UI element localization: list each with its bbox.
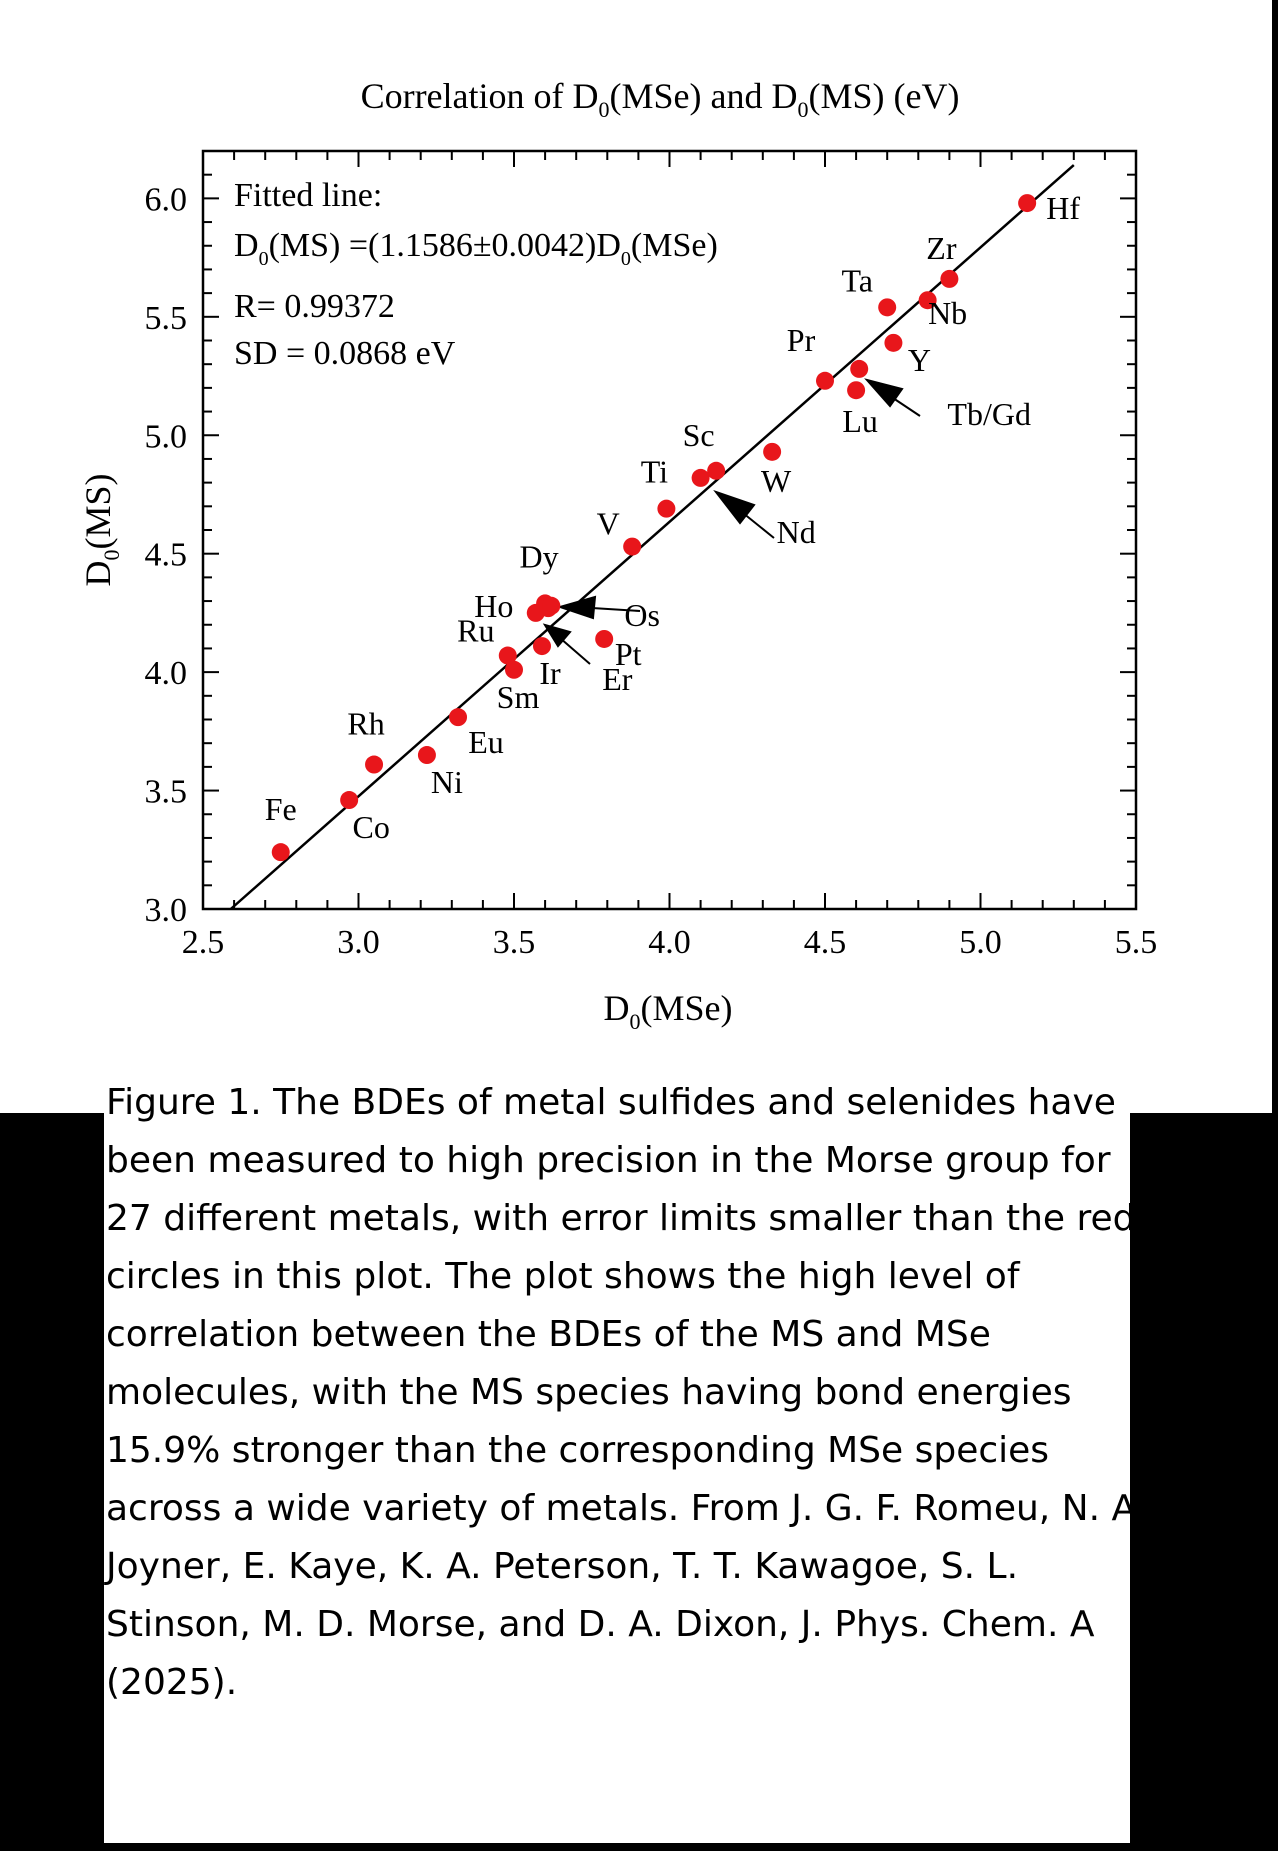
x-tick-label: 3.0 (337, 924, 380, 961)
point-label-os: Os (624, 597, 660, 633)
data-point-sm (505, 660, 523, 679)
data-point-ti (657, 499, 676, 518)
data-point-ni (417, 746, 436, 765)
data-point-hf (1018, 194, 1037, 213)
fitted-line (229, 164, 1075, 910)
y-tick-label: 4.0 (145, 655, 188, 692)
point-label-lu: Lu (842, 403, 878, 439)
chart-title: Correlation of D0(MSe) and D0(MS) (eV) (361, 76, 960, 122)
data-point-lu (847, 381, 866, 400)
data-point-v (623, 537, 642, 556)
data-points (271, 194, 1037, 862)
y-tick-label: 5.5 (145, 300, 188, 337)
data-point-ru (498, 646, 517, 665)
fit-heading: Fitted line: (234, 177, 382, 214)
fit-equation: D0(MS) =(1.1586±0.0042)D0(MSe) (234, 227, 718, 270)
y-tick-label: 3.0 (145, 892, 188, 929)
data-point-nd (707, 461, 726, 480)
fit-sd-value: SD = 0.0868 eV (234, 335, 456, 372)
point-label-w: W (761, 463, 792, 499)
figure-caption: Figure 1. The BDEs of metal sulfides and… (106, 1082, 1147, 1703)
point-label-sm: Sm (497, 679, 540, 715)
data-point-co (340, 791, 359, 810)
data-point-ir (532, 637, 551, 656)
point-label-sc: Sc (683, 417, 715, 453)
y-axis-label: D0(MS) (78, 473, 124, 586)
x-tick-label: 4.5 (804, 924, 847, 961)
point-label-ta: Ta (841, 262, 873, 298)
point-label-pt: Pt (615, 636, 642, 672)
point-label-nd: Nd (777, 514, 816, 550)
annotation-arrows (542, 378, 921, 665)
scatter-chart: Correlation of D0(MSe) and D0(MS) (eV) 2… (78, 76, 1158, 1034)
point-label-ir: Ir (539, 655, 561, 691)
data-point-y (884, 333, 903, 352)
axis-ticks (202, 150, 1137, 910)
point-label-rh: Rh (347, 706, 384, 742)
x-tick-label: 3.5 (493, 924, 536, 961)
point-label-hf: Hf (1046, 190, 1080, 226)
y-tick-label: 6.0 (145, 181, 188, 218)
fit-r-value: R= 0.99372 (234, 288, 395, 325)
data-point-w (763, 442, 782, 461)
x-tick-label: 5.5 (1115, 924, 1158, 961)
point-label-ti: Ti (641, 454, 668, 490)
fit-annotation: Fitted line: D0(MS) =(1.1586±0.0042)D0(M… (234, 177, 718, 372)
data-point-rh (365, 755, 384, 774)
x-tick-label: 2.5 (182, 924, 225, 961)
axis-tick-labels: 2.5 3.0 3.5 4.0 4.5 5.0 5.53.03.54.04.55.05.56… (145, 181, 1158, 961)
data-point-ta (878, 298, 897, 317)
x-tick-label: 5.0 (959, 924, 1002, 961)
point-label-dy: Dy (520, 538, 559, 574)
data-point-eu (449, 708, 468, 727)
point-label-ru: Ru (457, 613, 494, 649)
point-label-y: Y (908, 342, 931, 378)
point-label-co: Co (352, 809, 389, 845)
data-point-zr (940, 269, 959, 288)
point-label-tb-gd: Tb/Gd (947, 396, 1031, 432)
x-tick-label: 4.0 (648, 924, 691, 961)
caption-background (104, 1113, 1130, 1843)
y-tick-label: 4.5 (145, 537, 188, 574)
data-point-fe (271, 843, 290, 862)
point-label-zr: Zr (926, 230, 957, 266)
point-label-ho: Ho (474, 588, 513, 624)
point-label-ni: Ni (431, 764, 463, 800)
data-point-sc (691, 468, 710, 487)
point-label-eu: Eu (468, 724, 504, 760)
data-point-tb-gd (850, 359, 869, 378)
figure-background (0, 0, 1272, 1113)
point-label-er: Er (602, 661, 633, 697)
data-point-er (542, 596, 561, 615)
point-label-v: V (597, 506, 620, 542)
y-tick-label: 3.5 (145, 774, 188, 811)
data-point-nb (918, 291, 937, 310)
x-axis-label: D0(MSe) (604, 988, 733, 1034)
point-label-nb: Nb (928, 295, 967, 331)
point-label-pr: Pr (787, 322, 816, 358)
data-point-pr (816, 371, 834, 390)
point-label-fe: Fe (265, 791, 297, 827)
y-tick-label: 5.0 (145, 418, 188, 455)
data-point-pt (595, 629, 614, 648)
